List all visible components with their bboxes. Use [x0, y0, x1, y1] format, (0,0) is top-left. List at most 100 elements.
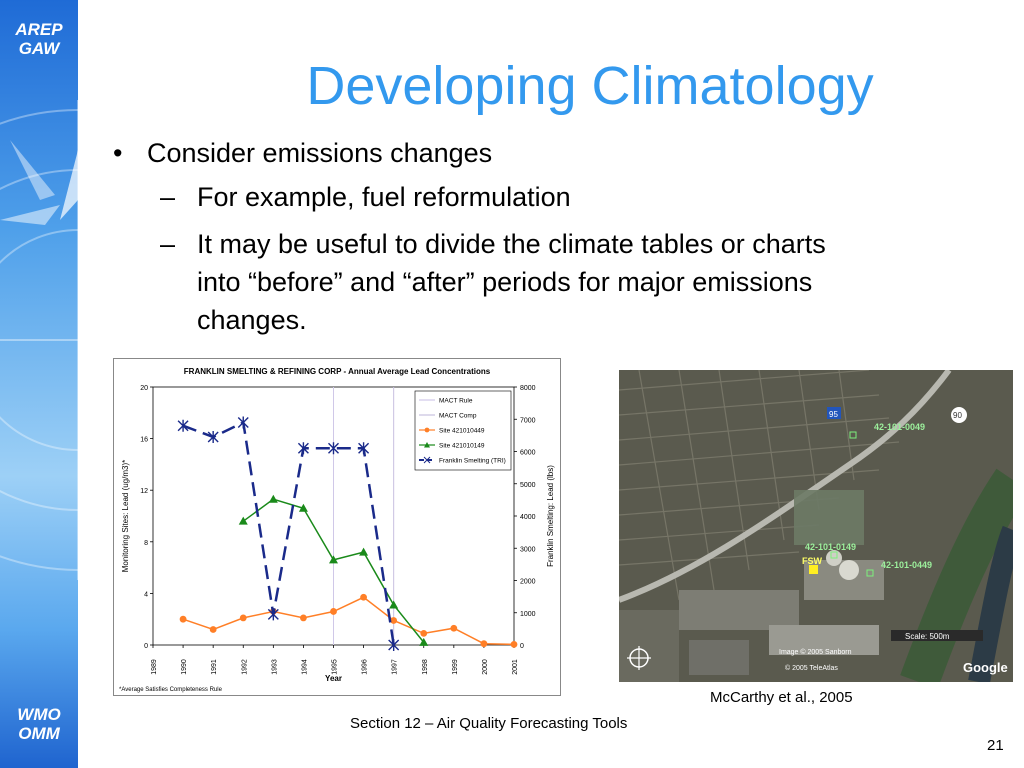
y-tick-label: 0	[144, 643, 148, 650]
y2-tick-label: 5000	[520, 482, 536, 489]
data-point	[358, 442, 370, 455]
bullet-line: changes.	[197, 305, 307, 335]
bullet-marker: •	[113, 138, 123, 168]
chart-title: FRANKLIN SMELTING & REFINING CORP - Annu…	[184, 367, 491, 376]
data-point	[267, 608, 279, 621]
y2-tick-label: 7000	[520, 417, 536, 424]
map-image-credit: Image © 2005 Sanborn	[779, 648, 852, 656]
sidebar-banner: AREP GAW WMO OMM	[0, 0, 78, 768]
y2-tick-label: 4000	[520, 514, 536, 521]
data-point	[179, 615, 187, 623]
x-tick-label: 1989	[151, 659, 158, 675]
x-tick-label: 2001	[512, 659, 519, 675]
map-marker-label: 42-101-0049	[874, 422, 925, 432]
logo-line-arep: AREP	[15, 20, 63, 39]
x-tick-label: 1990	[181, 659, 188, 675]
y2-tick-label: 2000	[520, 579, 536, 586]
arep-gaw-logo: AREP GAW	[0, 20, 78, 58]
route-shield-icon	[951, 407, 967, 423]
data-point	[328, 442, 339, 455]
y-axis-label: Monitoring Sites: Lead (ug/m3)*	[121, 460, 130, 573]
data-point	[390, 617, 398, 624]
legend-label: MACT Rule	[439, 398, 473, 405]
page-number: 21	[987, 737, 1004, 754]
data-point	[300, 614, 307, 622]
bullet-text: For example, fuel reformulation	[197, 182, 571, 212]
data-point	[510, 640, 518, 648]
bullet-level2: – For example, fuel reformulation	[160, 178, 571, 216]
interstate-shield-icon	[827, 407, 841, 419]
legend-marker	[424, 427, 430, 433]
bullet-marker: –	[160, 229, 176, 259]
data-point	[420, 629, 428, 637]
series-line	[182, 420, 395, 646]
y-tick-label: 16	[140, 437, 148, 444]
y2-axis-label: Franklin Smelting: Lead (lbs)	[546, 465, 555, 567]
data-point	[177, 419, 189, 432]
bullet-text: It may be useful to divide the climate t…	[197, 225, 826, 339]
bullet-text: Consider emissions changes	[147, 138, 493, 168]
y2-tick-label: 6000	[520, 450, 536, 457]
y2-tick-label: 3000	[520, 546, 536, 553]
x-tick-label: 1999	[452, 659, 459, 675]
data-point	[388, 639, 400, 651]
series-line	[182, 596, 515, 646]
monitor-site-marker	[866, 569, 874, 577]
data-point	[389, 600, 399, 609]
data-point	[419, 637, 429, 646]
data-point	[207, 430, 219, 443]
data-point	[330, 608, 337, 615]
y-tick-label: 20	[140, 385, 148, 392]
x-tick-label: 2000	[482, 659, 489, 675]
legend-label: MACT Comp	[439, 413, 477, 420]
data-point	[450, 624, 458, 632]
logo-line-wmo: WMO	[17, 705, 61, 724]
y2-tick-label: 1000	[520, 611, 536, 618]
map-canvas: 42-101-0049 42-101-0149 42-101-0449 FSW …	[619, 370, 1013, 682]
legend-marker	[424, 442, 430, 448]
legend-label: Franklin Smelting (TRI)	[439, 458, 506, 465]
bullet-level1: • Consider emissions changes	[113, 134, 492, 172]
y2-tick-label: 0	[520, 643, 524, 650]
bullet-line: into “before” and “after” periods for ma…	[197, 267, 813, 297]
monitor-site-marker	[849, 431, 857, 439]
data-point	[239, 614, 247, 622]
slide-title: Developing Climatology	[306, 56, 874, 116]
compass-decoration	[0, 100, 78, 580]
data-point	[329, 555, 338, 564]
x-tick-label: 1997	[392, 659, 399, 675]
data-point	[237, 416, 249, 429]
logo-line-gaw: GAW	[18, 39, 60, 58]
monitor-site-marker	[830, 551, 838, 559]
x-tick-label: 1991	[211, 659, 218, 675]
map-marker-label: 42-101-0449	[881, 560, 932, 570]
logo-line-omm: OMM	[18, 724, 60, 743]
chart-canvas: FRANKLIN SMELTING & REFINING CORP - Annu…	[119, 367, 555, 693]
x-tick-label: 1992	[241, 659, 248, 675]
data-point	[359, 547, 369, 556]
google-logo: Google	[963, 660, 1008, 675]
data-point	[480, 640, 488, 648]
route-shield-label: 90	[953, 411, 962, 420]
legend-label: Site 421010149	[439, 443, 485, 450]
y-tick-label: 12	[140, 488, 148, 495]
bullet-line: It may be useful to divide the climate t…	[197, 229, 826, 259]
map-image-credit: © 2005 TeleAtlas	[785, 664, 838, 672]
data-point	[268, 494, 278, 503]
satellite-map: 42-101-0049 42-101-0149 42-101-0449 FSW …	[619, 370, 1013, 682]
legend-label: Site 421010449	[439, 428, 485, 435]
facility-marker	[809, 565, 818, 574]
chart-footnote: *Average Satisfies Completeness Rule	[119, 687, 223, 693]
map-scale-label: Scale: 500m	[905, 632, 950, 641]
interstate-shield-label: 95	[829, 410, 838, 419]
data-point	[298, 503, 308, 512]
bullet-marker: –	[160, 182, 176, 212]
data-point	[209, 626, 217, 633]
y2-tick-label: 8000	[520, 385, 536, 392]
legend-marker	[423, 456, 431, 464]
x-tick-label: 1998	[422, 659, 429, 675]
lead-concentration-chart: FRANKLIN SMELTING & REFINING CORP - Annu…	[113, 358, 561, 696]
x-axis-label: Year	[325, 674, 342, 683]
x-tick-label: 1994	[301, 659, 308, 675]
y-tick-label: 8	[144, 540, 148, 547]
